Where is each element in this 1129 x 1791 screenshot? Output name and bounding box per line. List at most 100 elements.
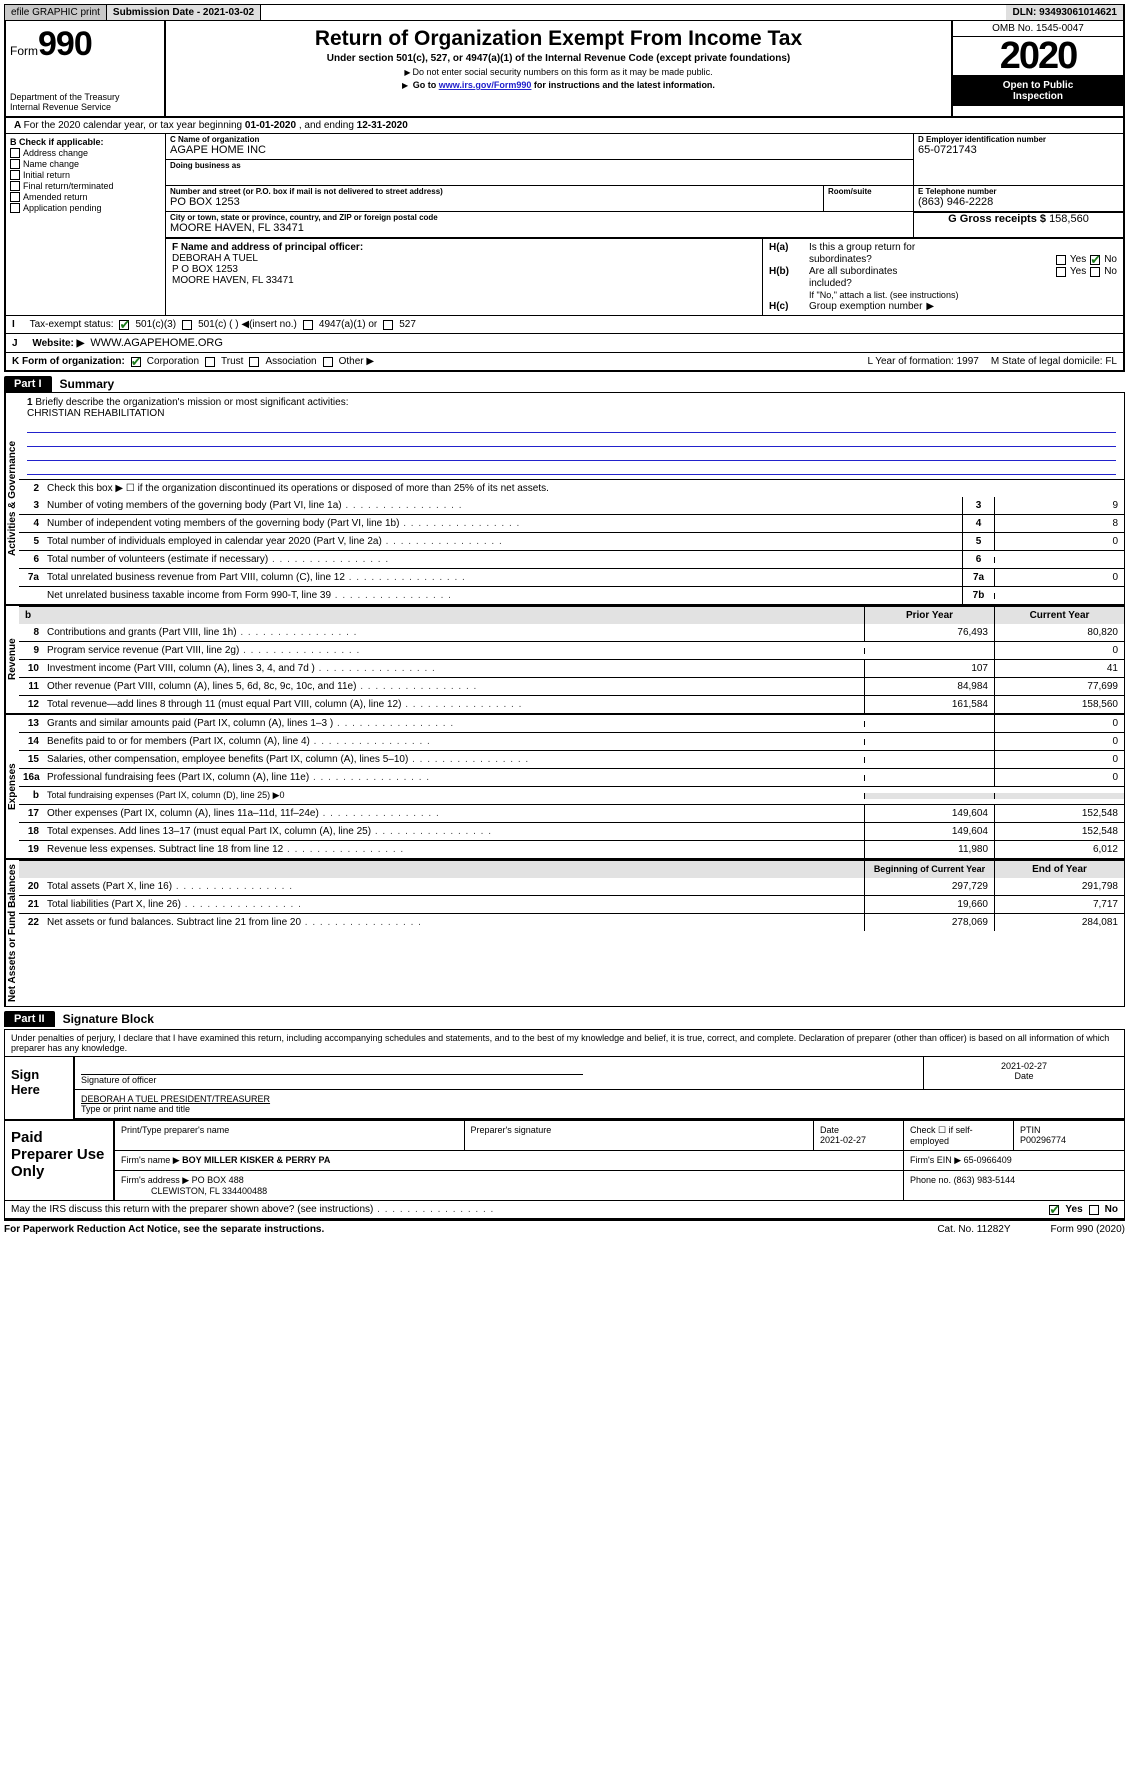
paid-preparer: Paid Preparer Use Only Print/Type prepar… (4, 1120, 1125, 1201)
summary-line: 10Investment income (Part VIII, column (… (19, 659, 1124, 677)
form-version: Form 990 (2020) (1051, 1224, 1125, 1235)
sidetab-expenses: Expenses (5, 715, 19, 858)
check-amended[interactable] (10, 192, 20, 202)
check-final-return[interactable] (10, 181, 20, 191)
part1-header: Part I Summary (4, 376, 1125, 392)
firm-ein: 65-0966409 (964, 1155, 1012, 1165)
summary-line: 11Other revenue (Part VIII, column (A), … (19, 677, 1124, 695)
room-lbl: Room/suite (824, 186, 913, 196)
city-lbl: City or town, state or province, country… (166, 212, 913, 222)
check-4947[interactable] (303, 320, 313, 330)
check-association[interactable] (249, 357, 259, 367)
footer: For Paperwork Reduction Act Notice, see … (4, 1219, 1125, 1238)
submission-date: Submission Date - 2021-03-02 (107, 5, 261, 20)
mission-text: CHRISTIAN REHABILITATION (27, 408, 164, 419)
k-row: K Form of organization: Corporation Trus… (4, 352, 1125, 372)
header-right: OMB No. 1545-0047 2020 Open to PublicIns… (953, 21, 1123, 116)
street-address: PO BOX 1253 (166, 196, 823, 211)
irs-label: Internal Revenue Service (10, 102, 160, 112)
dln: DLN: 93493061014621 (1006, 5, 1124, 20)
summary-line: 19Revenue less expenses. Subtract line 1… (19, 840, 1124, 858)
check-527[interactable] (383, 320, 393, 330)
officer-name: DEBORAH A TUEL (172, 253, 258, 264)
efile-print[interactable]: efile GRAPHIC print (5, 5, 107, 20)
header-left: Form990 Department of the Treasury Inter… (6, 21, 166, 116)
col-b: B Check if applicable: Address change Na… (6, 134, 166, 315)
form-header: Form990 Department of the Treasury Inter… (4, 21, 1125, 118)
summary-line: 4Number of independent voting members of… (19, 514, 1124, 532)
tax-exempt-status: I Tax-exempt status: 501(c)(3) 501(c) ( … (4, 315, 1125, 333)
tax-year: 2020 (953, 37, 1123, 76)
ha-no[interactable] (1090, 255, 1100, 265)
hb-yes[interactable] (1056, 267, 1066, 277)
telephone: (863) 946-2228 (914, 196, 1123, 211)
discuss-yes[interactable] (1049, 1205, 1059, 1215)
summary-line: 18Total expenses. Add lines 13–17 (must … (19, 822, 1124, 840)
summary-line: 15Salaries, other compensation, employee… (19, 750, 1124, 768)
header-mid: Return of Organization Exempt From Incom… (166, 21, 953, 116)
firm-name: BOY MILLER KISKER & PERRY PA (182, 1155, 330, 1165)
ha-yes[interactable] (1056, 255, 1066, 265)
summary-line: 5Total number of individuals employed in… (19, 532, 1124, 550)
summary-line: 20Total assets (Part X, line 16)297,7292… (19, 878, 1124, 895)
check-501c3[interactable] (119, 320, 129, 330)
part2-header: Part II Signature Block (4, 1011, 1125, 1027)
dept-treasury: Department of the Treasury (10, 92, 160, 102)
sidetab-revenue: Revenue (5, 606, 19, 713)
self-employed[interactable]: Check ☐ if self-employed (904, 1121, 1014, 1150)
form-title: Return of Organization Exempt From Incom… (174, 27, 943, 51)
summary-line: 14Benefits paid to or for members (Part … (19, 732, 1124, 750)
col-h: H(a)Is this a group return for subordina… (763, 239, 1123, 315)
year-formation: L Year of formation: 1997 (867, 356, 978, 367)
summary-line: 12Total revenue—add lines 8 through 11 (… (19, 695, 1124, 713)
check-address-change[interactable] (10, 148, 20, 158)
mission-block: 1 Briefly describe the organization's mi… (19, 393, 1124, 479)
city-state-zip: MOORE HAVEN, FL 33471 (166, 222, 913, 237)
addr-lbl: Number and street (or P.O. box if mail i… (166, 186, 823, 196)
ein: 65-0721743 (914, 144, 1123, 159)
part1-body: Activities & Governance 1 Briefly descri… (4, 392, 1125, 1007)
form990-link[interactable]: www.irs.gov/Form990 (439, 80, 532, 90)
paid-preparer-label: Paid Preparer Use Only (5, 1121, 115, 1200)
check-501c[interactable] (182, 320, 192, 330)
cat-no: Cat. No. 11282Y (937, 1224, 1010, 1235)
officer-addr2: MOORE HAVEN, FL 33471 (172, 275, 294, 286)
top-bar: efile GRAPHIC print Submission Date - 20… (4, 4, 1125, 21)
perjury-text: Under penalties of perjury, I declare th… (5, 1030, 1124, 1056)
check-initial-return[interactable] (10, 170, 20, 180)
summary-line: 8Contributions and grants (Part VIII, li… (19, 624, 1124, 641)
form-990-label: Form990 (10, 25, 160, 64)
officer-name-title: DEBORAH A TUEL PRESIDENT/TREASURER (81, 1094, 270, 1104)
col-c: C Name of organization AGAPE HOME INC Do… (166, 134, 1123, 315)
summary-line: 3Number of voting members of the governi… (19, 497, 1124, 514)
summary-line: 9Program service revenue (Part VIII, lin… (19, 641, 1124, 659)
summary-line: Net unrelated business taxable income fr… (19, 586, 1124, 604)
sign-here-label: Sign Here (5, 1057, 75, 1119)
part2-title: Signature Block (63, 1012, 154, 1026)
summary-line: 16aProfessional fundraising fees (Part I… (19, 768, 1124, 786)
check-app-pending[interactable] (10, 203, 20, 213)
website: WWW.AGAPEHOME.ORG (90, 337, 1117, 349)
part1-tab: Part I (4, 376, 52, 392)
dba-lbl: Doing business as (166, 160, 913, 170)
c-name-lbl: C Name of organization (166, 134, 913, 144)
check-trust[interactable] (205, 357, 215, 367)
paperwork-notice: For Paperwork Reduction Act Notice, see … (4, 1224, 937, 1235)
summary-line: 22Net assets or fund balances. Subtract … (19, 913, 1124, 931)
open-public: Open to PublicInspection (953, 76, 1123, 106)
firm-addr2: CLEWISTON, FL 334400488 (151, 1186, 267, 1196)
check-corporation[interactable] (131, 357, 141, 367)
hb-no[interactable] (1090, 267, 1100, 277)
sidetab-net-assets: Net Assets or Fund Balances (5, 860, 19, 1006)
summary-line: 6Total number of volunteers (estimate if… (19, 550, 1124, 568)
discuss-row: May the IRS discuss this return with the… (4, 1201, 1125, 1219)
check-other[interactable] (323, 357, 333, 367)
firm-phone: (863) 983-5144 (954, 1175, 1016, 1185)
signature-block: Under penalties of perjury, I declare th… (4, 1029, 1125, 1120)
part1-title: Summary (60, 377, 115, 391)
ssn-note: Do not enter social security numbers on … (174, 67, 943, 77)
summary-line: bTotal fundraising expenses (Part IX, co… (19, 786, 1124, 804)
discuss-no[interactable] (1089, 1205, 1099, 1215)
org-name: AGAPE HOME INC (166, 144, 913, 159)
check-name-change[interactable] (10, 159, 20, 169)
